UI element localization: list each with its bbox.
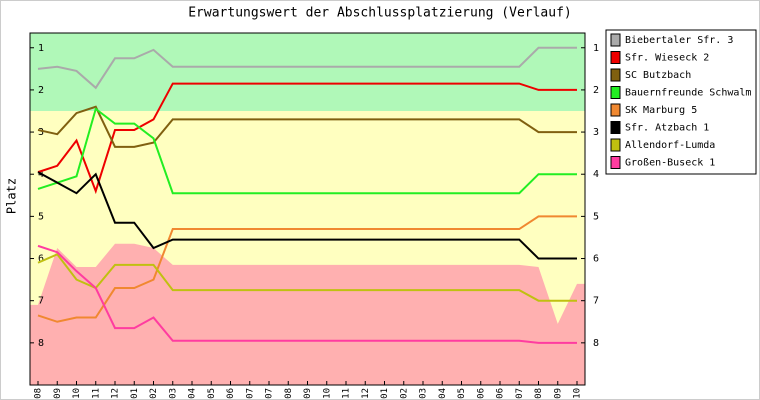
- series-line: [37, 82, 577, 195]
- legend-swatch: [610, 138, 621, 152]
- x-tick-label: 07.04: [438, 388, 448, 400]
- x-tick-label: 02.06: [476, 388, 486, 400]
- x-tick-label: 10.02: [399, 388, 409, 400]
- x-tick-label: 15.01: [130, 388, 140, 400]
- legend-swatch: [610, 103, 621, 117]
- legend-label: Sfr. Atzbach 1: [625, 123, 709, 134]
- series-line: [37, 171, 577, 260]
- x-tick-label: 10.03: [419, 388, 429, 400]
- y-tick-label: 4: [593, 169, 599, 180]
- x-tick-label: 08.04: [188, 388, 198, 400]
- series-line: [37, 107, 577, 195]
- y-tick-label: 5: [593, 211, 599, 222]
- series-line: [37, 253, 577, 302]
- x-tick-label: 20.10: [573, 388, 583, 400]
- legend-swatch: [610, 68, 621, 82]
- x-tick-label: 26.08: [284, 388, 294, 400]
- legend-box: [605, 29, 757, 175]
- x-tick-label: 20.11: [91, 388, 101, 400]
- y-tick-label: 1: [593, 43, 599, 54]
- legend-swatch: [610, 86, 621, 99]
- x-tick-label: 30.06: [496, 388, 506, 400]
- chart-title: Erwartungswert der Abschlussplatzierung …: [188, 6, 572, 21]
- y-tick-label: 2: [38, 85, 44, 96]
- legend-label: Biebertaler Sfr. 3: [625, 35, 733, 46]
- series-line: [37, 105, 577, 148]
- y-tick-label: 6: [38, 254, 44, 265]
- legend-swatch: [610, 33, 621, 47]
- legend-label: SK Marburg 5: [625, 105, 697, 116]
- plot-border: [29, 32, 586, 386]
- x-tick-label: 18.11: [342, 388, 352, 400]
- relegation-zone: [30, 243, 585, 385]
- promotion-zone: [30, 33, 585, 111]
- x-tick-label: 23.10: [72, 388, 82, 400]
- legend-swatch: [610, 51, 621, 64]
- x-tick-label: 18.12: [111, 388, 121, 400]
- x-tick-label: 28.07: [515, 388, 525, 400]
- y-axis-label: Platz: [5, 178, 19, 214]
- legend-label: Allendorf-Lumda: [625, 140, 715, 151]
- y-tick-label: 3: [38, 127, 44, 138]
- x-tick-label: 01.07: [245, 388, 255, 400]
- legend-label: Sfr. Wieseck 2: [625, 53, 709, 64]
- x-tick-label: 13.01: [380, 388, 390, 400]
- y-tick-label: 8: [593, 338, 599, 349]
- x-tick-label: 23.09: [303, 388, 313, 400]
- x-tick-label: 12.02: [149, 388, 159, 400]
- legend-label: SC Butzbach: [625, 70, 691, 81]
- legend-label: Bauernfreunde Schwalm: [625, 88, 751, 99]
- y-tick-label: 5: [38, 211, 44, 222]
- legend-swatch: [610, 121, 621, 134]
- series-line: [37, 215, 577, 323]
- y-tick-label: 7: [593, 296, 599, 307]
- y-tick-label: 1: [38, 43, 44, 54]
- x-tick-label: 06.05: [207, 388, 217, 400]
- x-tick-label: 05.05: [457, 388, 467, 400]
- legend-swatch: [610, 156, 621, 169]
- x-tick-label: 28.08: [34, 388, 44, 400]
- x-tick-label: 16.12: [361, 388, 371, 400]
- series-line: [37, 46, 577, 90]
- x-tick-label: 25.08: [534, 388, 544, 400]
- legend-label: Großen-Buseck 1: [625, 158, 715, 169]
- x-tick-label: 29.07: [265, 388, 275, 400]
- y-tick-label: 8: [38, 338, 44, 349]
- series-line: [37, 244, 577, 344]
- x-tick-label: 21.10: [322, 388, 332, 400]
- y-tick-label: 6: [593, 254, 599, 265]
- x-tick-label: 22.09: [553, 388, 563, 400]
- x-tick-label: 03.06: [226, 388, 236, 400]
- x-tick-label: 25.09: [53, 388, 63, 400]
- y-tick-label: 2: [593, 85, 599, 96]
- x-tick-label: 11.03: [168, 388, 178, 400]
- y-tick-label: 3: [593, 127, 599, 138]
- y-tick-label: 7: [38, 296, 44, 307]
